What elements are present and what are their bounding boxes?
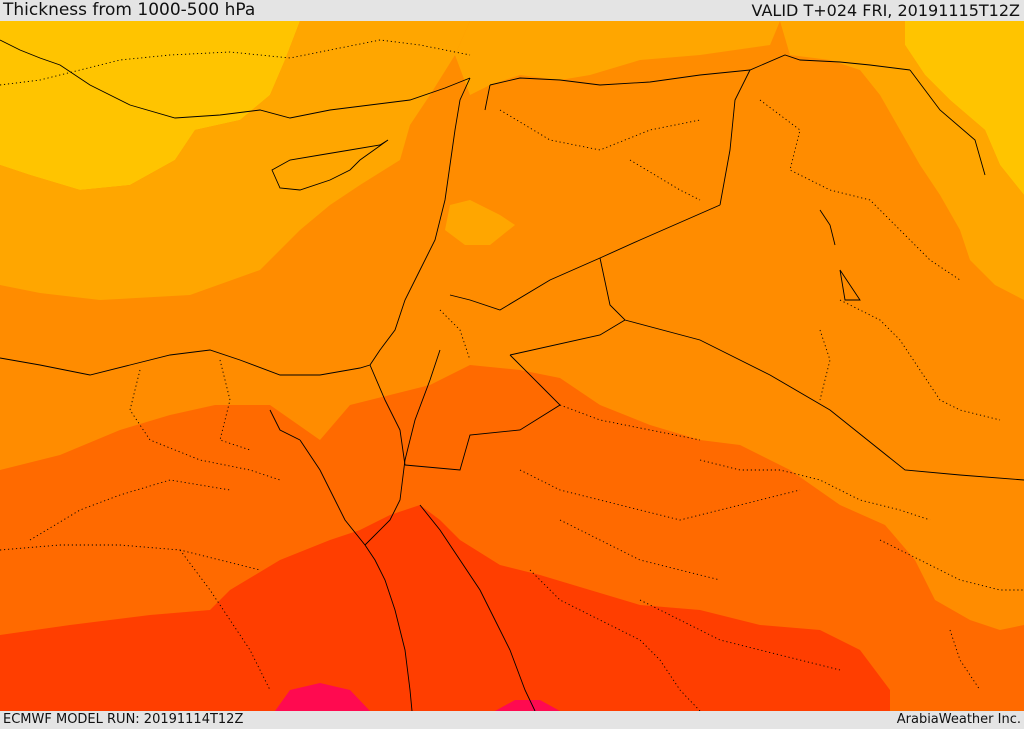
thickness-map[interactable] bbox=[0, 21, 1024, 711]
thickness-band-6 bbox=[275, 683, 370, 711]
valid-time-label: VALID T+024 FRI, 20191115T12Z bbox=[751, 1, 1020, 20]
model-run-label: ECMWF MODEL RUN: 20191114T12Z bbox=[3, 712, 244, 727]
coastlines bbox=[0, 39, 861, 711]
internal-boundaries bbox=[0, 39, 1024, 711]
footer-bar: ECMWF MODEL RUN: 20191114T12Z ArabiaWeat… bbox=[0, 711, 1024, 729]
thickness-band-2 bbox=[0, 21, 470, 300]
thickness-band-5 bbox=[0, 505, 890, 711]
map-title: Thickness from 1000-500 hPa bbox=[3, 0, 256, 20]
thickness-band-1 bbox=[0, 21, 300, 190]
map-canvas bbox=[0, 21, 1024, 711]
thickness-band-2-east bbox=[780, 21, 1024, 300]
thickness-band-2-jordan bbox=[445, 200, 515, 245]
credit-label: ArabiaWeather Inc. bbox=[896, 712, 1021, 727]
thickness-band-1-east bbox=[905, 21, 1024, 195]
header-bar: Thickness from 1000-500 hPa VALID T+024 … bbox=[0, 0, 1024, 21]
thickness-band-2-north bbox=[455, 21, 780, 95]
thickness-band-6-east bbox=[495, 700, 560, 711]
country-borders bbox=[369, 54, 1024, 481]
